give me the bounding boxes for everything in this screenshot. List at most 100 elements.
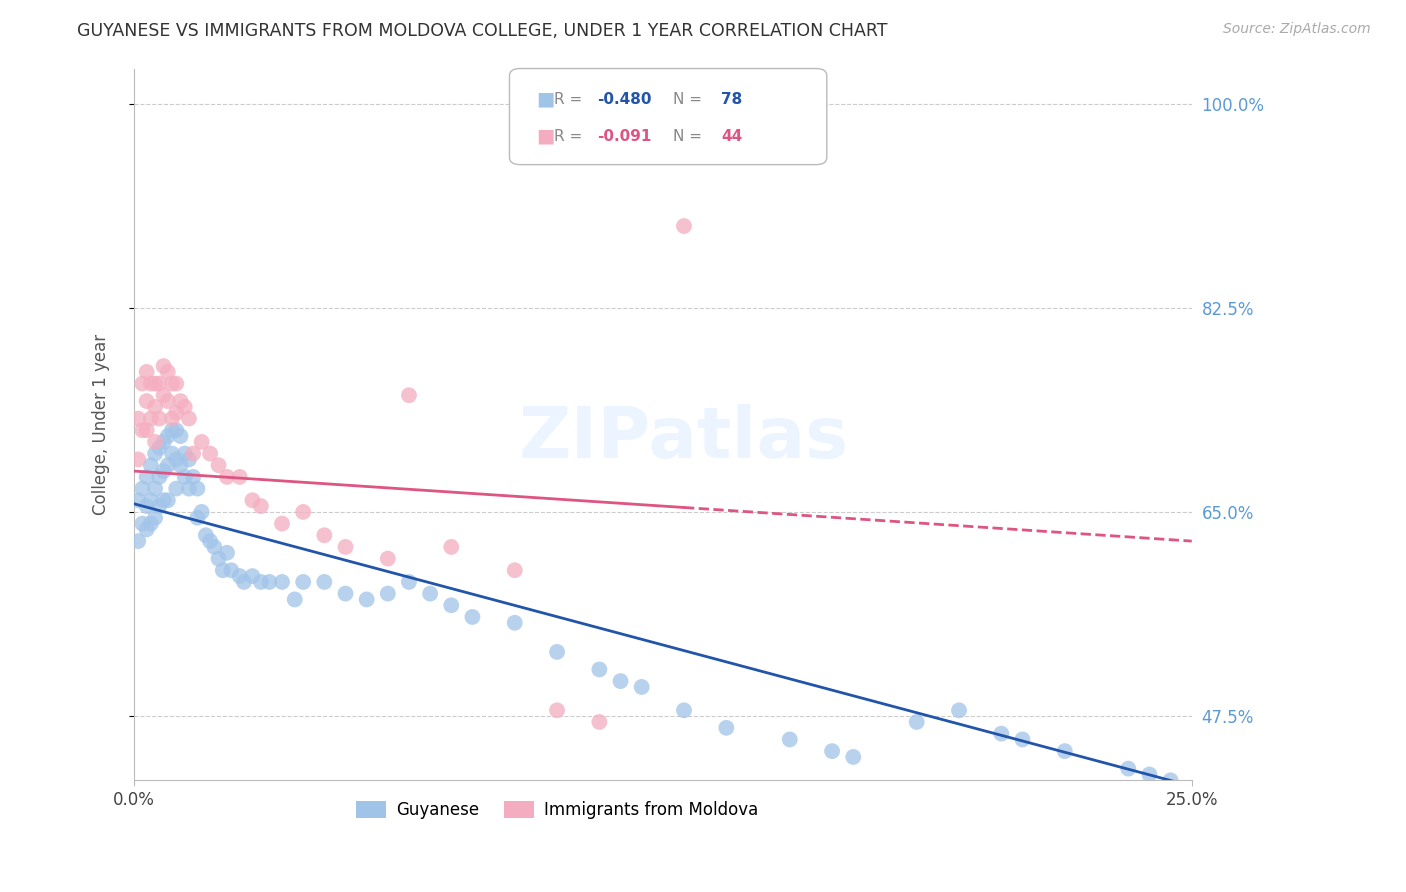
Point [152,434,174,449]
Point [131,516,153,531]
Point [177,411,200,425]
Point [139,493,162,508]
Point [440,540,463,554]
Point [156,365,179,379]
Point [156,394,179,409]
Point [215,546,238,560]
FancyBboxPatch shape [509,69,827,165]
Point [148,470,170,484]
Point [779,732,801,747]
Point [156,429,179,443]
Point [152,493,174,508]
Point [148,376,170,391]
Point [173,470,195,484]
Point [131,482,153,496]
Point [186,510,208,524]
Point [672,219,695,233]
Text: Source: ZipAtlas.com: Source: ZipAtlas.com [1223,22,1371,37]
Point [169,394,191,409]
Point [139,376,162,391]
Point [131,376,153,391]
Text: ZIPatlas: ZIPatlas [519,404,849,473]
Point [250,574,273,589]
Point [181,446,204,460]
Point [177,452,200,467]
Point [160,446,183,460]
Point [948,703,970,717]
Point [139,458,162,473]
Point [152,388,174,402]
Text: ■: ■ [536,89,554,109]
Point [503,615,526,630]
Point [139,516,162,531]
Point [160,423,183,437]
Point [169,429,191,443]
Point [314,528,336,542]
Point [292,505,315,519]
Point [202,540,225,554]
Point [198,534,221,549]
Point [228,470,250,484]
Text: GUYANESE VS IMMIGRANTS FROM MOLDOVA COLLEGE, UNDER 1 YEAR CORRELATION CHART: GUYANESE VS IMMIGRANTS FROM MOLDOVA COLL… [77,22,887,40]
Point [127,452,149,467]
Point [186,482,208,496]
Point [127,534,149,549]
Point [135,423,157,437]
Text: -0.480: -0.480 [598,92,652,107]
Y-axis label: College, Under 1 year: College, Under 1 year [93,334,110,515]
Point [148,441,170,455]
Point [165,452,187,467]
Point [242,493,264,508]
Point [190,505,212,519]
Point [546,703,568,717]
Point [127,411,149,425]
Point [716,721,738,735]
Point [233,574,256,589]
Point [1053,744,1076,758]
Point [148,499,170,513]
Point [314,574,336,589]
Point [135,523,157,537]
Point [135,470,157,484]
Point [156,458,179,473]
Point [461,610,484,624]
Point [135,499,157,513]
Point [173,446,195,460]
Point [211,563,233,577]
Point [271,574,294,589]
Point [131,423,153,437]
Point [1160,773,1182,788]
Point [228,569,250,583]
Point [588,714,610,729]
Point [194,528,217,542]
Point [165,376,187,391]
Point [440,599,463,613]
Text: R =: R = [554,128,588,144]
Point [143,376,166,391]
Point [335,540,357,554]
Text: R =: R = [554,92,588,107]
Text: ■: ■ [536,127,554,145]
Point [173,400,195,414]
Point [152,464,174,478]
Point [377,551,399,566]
Point [609,674,631,689]
Point [271,516,294,531]
Point [207,458,229,473]
Point [177,482,200,496]
Point [207,551,229,566]
Point [139,411,162,425]
Point [135,394,157,409]
Text: 44: 44 [721,128,742,144]
Point [135,365,157,379]
Point [242,569,264,583]
Point [127,493,149,508]
Point [377,586,399,600]
Point [503,563,526,577]
Point [905,714,928,729]
Point [165,423,187,437]
Point [165,406,187,420]
Point [588,663,610,677]
Point [419,586,441,600]
Point [143,482,166,496]
